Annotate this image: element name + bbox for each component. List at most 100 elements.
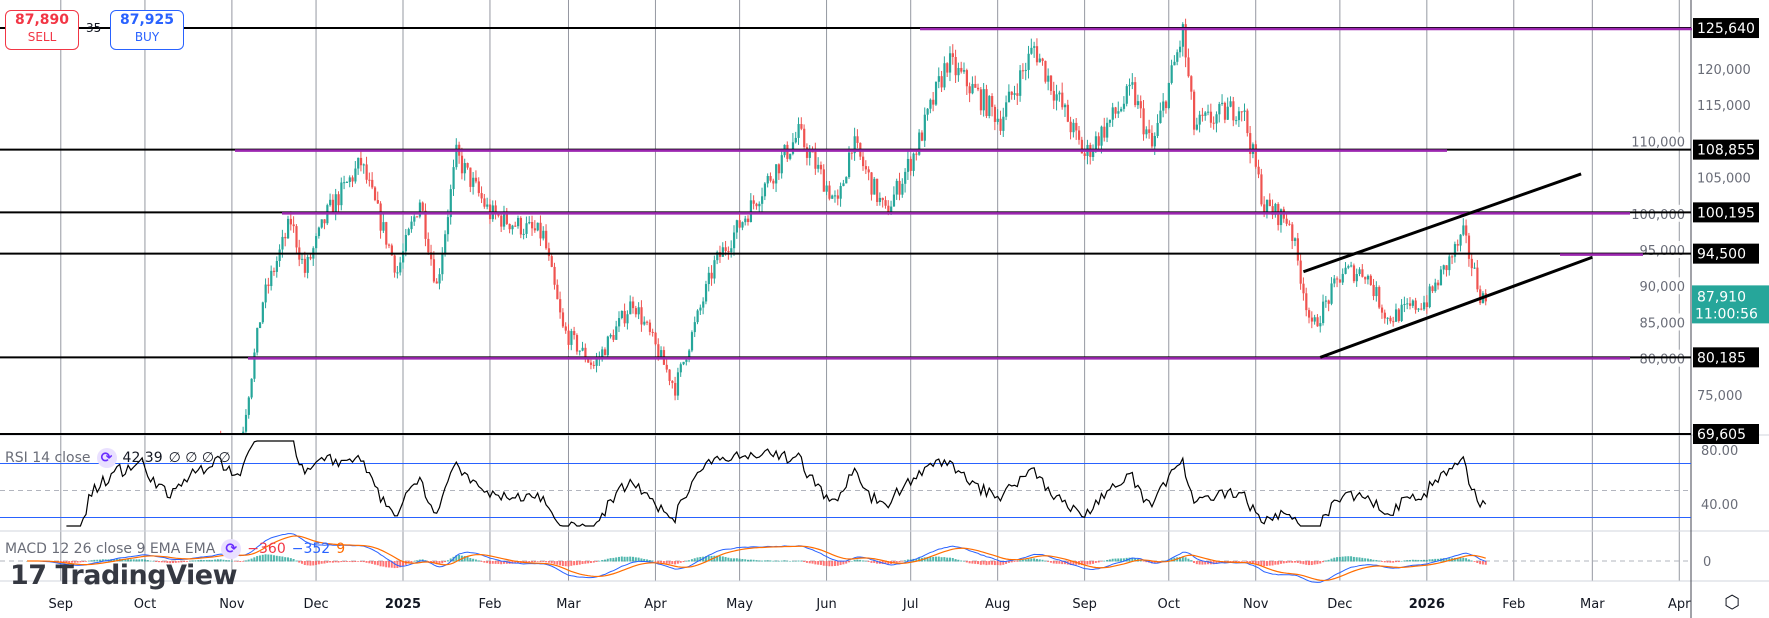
macd-histogram-bar [340,561,343,563]
macd-histogram-bar [707,555,710,562]
macd-histogram-bar [640,558,643,562]
candle [1106,122,1109,138]
candle [141,469,143,476]
candle [1324,300,1328,302]
time-axis-label: Mar [1580,597,1605,612]
candle [334,194,337,214]
macd-histogram-bar [1322,561,1325,563]
macd-histogram-bar [814,561,817,565]
macd-histogram-bar [525,561,528,563]
candle [122,493,124,502]
macd-histogram-bar [1425,559,1428,562]
macd-histogram-bar [1302,561,1305,565]
macd-legend[interactable]: MACD 12 26 close 9 EMA EMA ⟳ −360 −352 9 [5,539,345,559]
candle [542,230,545,239]
sell-button[interactable]: 87,890 SELL [5,10,79,50]
candle [679,364,682,373]
candle [741,222,744,228]
loading-cycle-icon[interactable]: ⟳ [221,539,242,559]
macd-histogram-bar [225,560,228,562]
macd-histogram-bar [595,561,598,562]
macd-histogram-bar [326,561,329,563]
candle [833,195,837,197]
macd-histogram-bar [1139,559,1142,562]
candle [1420,308,1423,310]
macd-histogram-bar [550,561,553,564]
candle [127,486,129,499]
candle [1066,104,1069,122]
macd-histogram-bar [954,559,957,562]
macd-histogram-bar [208,559,211,562]
rsi-legend[interactable]: RSI 14 close ⟳ 42.39 ∅ ∅ ∅ ∅ [5,448,231,468]
macd-histogram-bar [1243,561,1246,562]
macd-histogram-bar [1481,561,1484,565]
macd-histogram-bar [96,559,99,562]
macd-histogram-bar [545,561,548,563]
macd-histogram-bar [789,560,792,562]
macd-histogram-bar [62,561,65,563]
macd-histogram-bar [323,561,326,564]
macd-histogram-bar [724,557,727,562]
candle [1232,101,1235,121]
candle [1406,303,1409,305]
macd-histogram-bar [1240,561,1243,562]
macd-histogram-bar [155,561,158,562]
candle [531,222,534,229]
macd-histogram-bar [407,561,410,564]
macd-histogram-bar [648,560,651,562]
macd-histogram-bar [1167,559,1170,562]
macd-histogram-bar [491,561,494,564]
macd-histogram-bar [699,556,702,562]
candle [1423,302,1426,310]
candle [93,520,95,528]
candle [1431,286,1434,292]
candle [26,504,28,511]
candle [559,299,562,313]
macd-histogram-bar [749,559,752,562]
macd-histogram-bar [531,561,534,563]
candle [152,483,154,489]
macd-histogram-bar [247,559,250,562]
candle [1125,86,1128,104]
macd-histogram-bar [488,561,491,564]
candle [222,437,224,446]
macd-histogram-bar [979,561,982,565]
candle [502,211,506,227]
time-axis-label: Aug [985,597,1010,612]
buy-button[interactable]: 87,925 BUY [110,10,184,50]
candle [536,222,539,231]
candle [275,260,278,272]
macd-histogram-bar [1235,561,1238,563]
candle [1069,121,1072,133]
candle [517,217,520,227]
candle [696,310,699,323]
macd-histogram-bar [230,560,233,562]
candle [1383,312,1386,319]
candle [1005,102,1008,117]
candle [1425,302,1429,308]
macd-histogram-bar [1344,556,1347,562]
macd-histogram-bar [329,561,332,563]
candle [522,233,525,235]
candle [847,152,851,178]
candle [1296,238,1299,261]
loading-cycle-icon[interactable]: ⟳ [96,448,117,468]
candle [601,349,604,358]
candle [1260,174,1263,205]
macd-histogram-bar [1361,557,1364,562]
macd-histogram-bar [766,560,769,562]
candle [1010,91,1013,95]
candle [1456,244,1459,246]
candle [629,301,632,315]
settings-icon[interactable]: ⬡ [1724,592,1740,613]
candle [777,164,781,174]
macd-histogram-bar [836,561,839,566]
macd-histogram-bar [68,561,71,563]
candle [1437,282,1440,286]
macd-histogram-bar [1038,559,1041,562]
macd-axis-label: 0 [1703,555,1711,570]
candle [43,514,45,517]
candle [735,220,738,233]
macd-histogram-bar [780,560,783,562]
